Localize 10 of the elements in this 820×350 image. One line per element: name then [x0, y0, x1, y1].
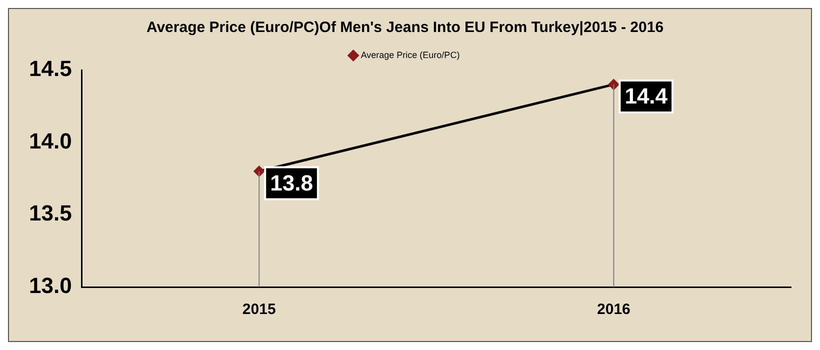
y-tick-label: 14.0 [28, 128, 72, 154]
chart-title: Average Price (Euro/PC)Of Men's Jeans Into EU From Turkey|2015 - 2016 [146, 19, 664, 36]
y-tick-label: 14.5 [28, 56, 72, 82]
legend-label: Average Price (Euro/PC) [360, 50, 460, 60]
y-tick-label: 13.0 [28, 273, 72, 298]
data-label: 14.4 [624, 84, 668, 109]
x-tick-label: 2015 [242, 301, 276, 318]
y-tick-label: 13.5 [28, 200, 72, 226]
x-tick-label: 2016 [597, 301, 630, 318]
data-label: 13.8 [270, 170, 313, 196]
